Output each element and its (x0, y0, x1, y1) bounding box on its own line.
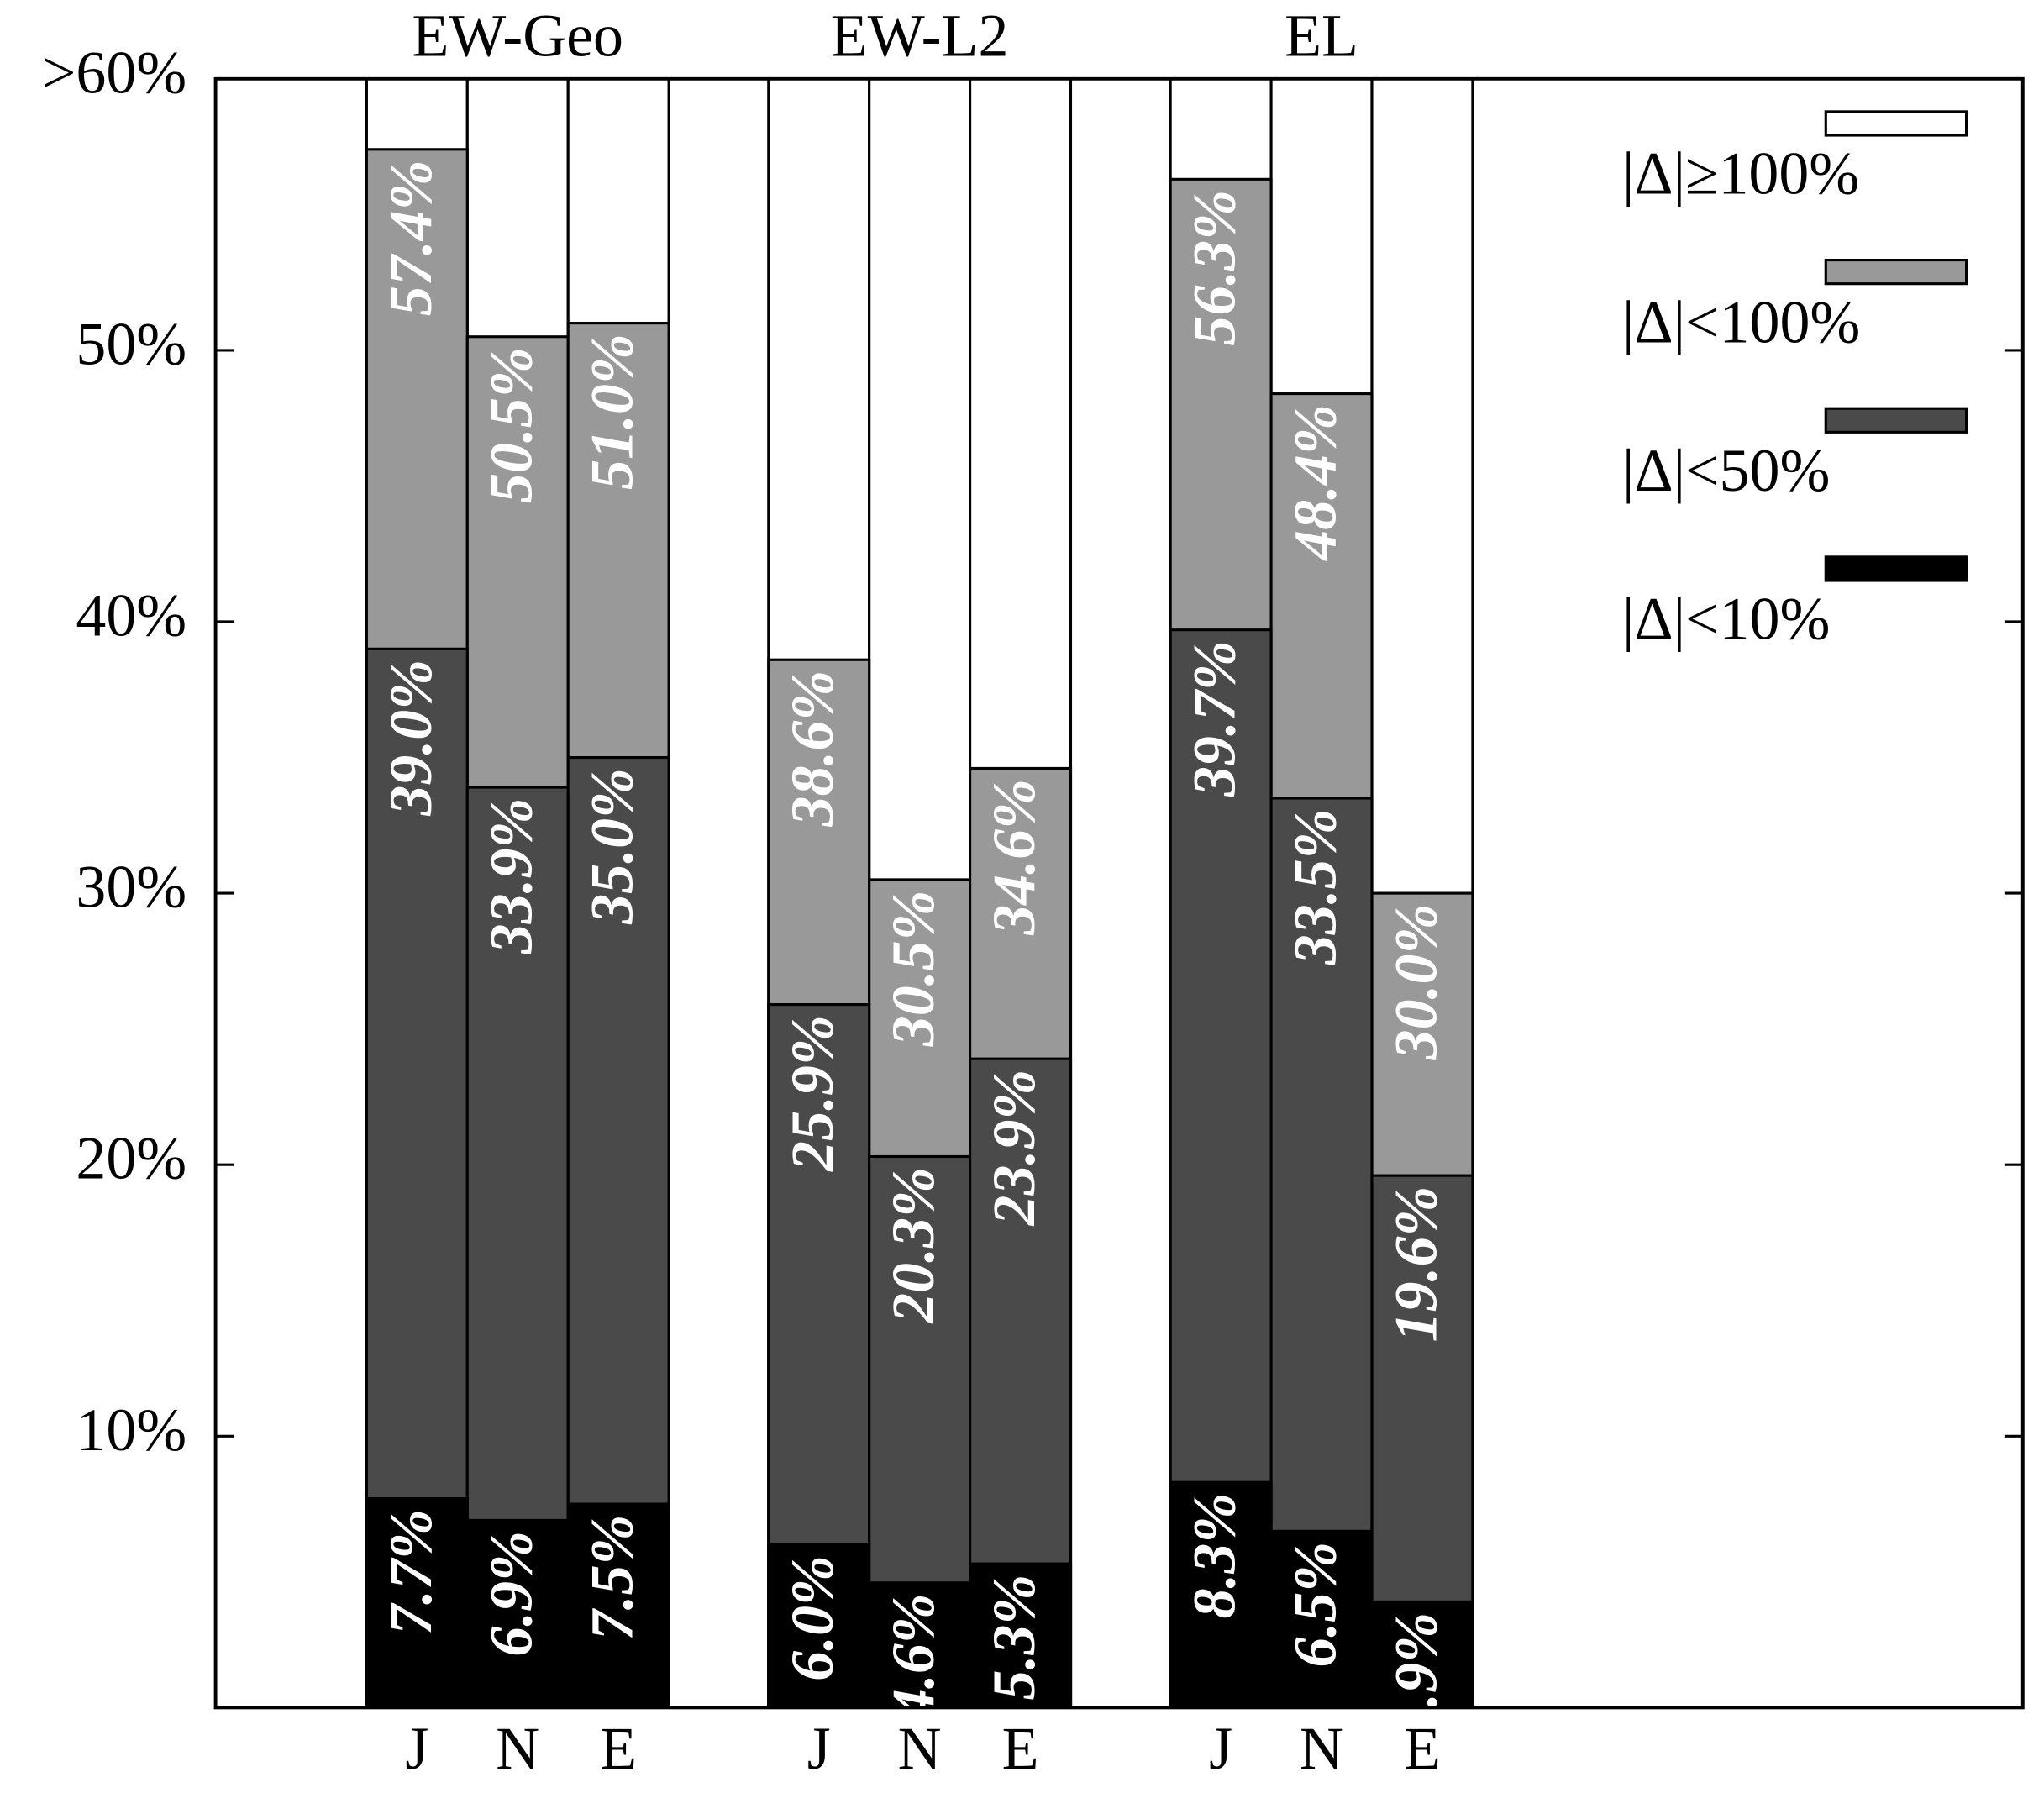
x-tick-label: J (1209, 1715, 1232, 1782)
value-label: 35.0% (579, 768, 646, 925)
bar (465, 1518, 570, 1709)
group-label: EL (1285, 3, 1358, 70)
x-tick-label: N (496, 1715, 539, 1782)
x-tick-label: E (600, 1715, 637, 1782)
bar (1370, 1600, 1474, 1709)
value-label: 20.3% (880, 1167, 947, 1324)
value-label: 4.6% (880, 1593, 947, 1721)
x-tick-label: E (1002, 1715, 1039, 1782)
bar (365, 1497, 469, 1709)
value-label: 30.5% (880, 890, 947, 1047)
value-label: 8.3% (1181, 1493, 1248, 1619)
value-label: 19.6% (1382, 1186, 1449, 1343)
legend-label: |Δ|<100% (1622, 288, 1860, 355)
x-tick-label: J (807, 1715, 831, 1782)
legend-swatch (1824, 555, 1968, 582)
y-tick-label: 20% (76, 1125, 187, 1192)
legend-swatch (1824, 407, 1968, 434)
y-tick-label: 30% (76, 854, 187, 921)
y-tick-label: 10% (76, 1396, 187, 1464)
value-label: 25.9% (779, 1015, 846, 1172)
value-label: 30.0% (1382, 904, 1449, 1061)
value-label: 5.3% (980, 1575, 1048, 1701)
bar (969, 1562, 1073, 1709)
value-label: 56.3% (1181, 190, 1248, 346)
x-tick-label: E (1404, 1715, 1441, 1782)
x-tick-label: N (1300, 1715, 1343, 1782)
value-label: 51.0% (579, 334, 646, 490)
value-label: 39.7% (1181, 640, 1248, 797)
legend-swatch (1824, 258, 1968, 286)
value-label: 48.4% (1282, 404, 1349, 562)
legend-label: |Δ|<10% (1622, 586, 1830, 653)
legend-label: |Δ|≥100% (1622, 140, 1859, 208)
legend-swatch (1824, 110, 1968, 137)
value-label: 6.5% (1282, 1542, 1349, 1668)
value-label: 6.9% (478, 1531, 545, 1657)
group-label: EW-L2 (831, 3, 1009, 70)
bar (566, 1502, 670, 1709)
value-label: 23.9% (980, 1070, 1048, 1227)
y-tick-label: 50% (76, 310, 187, 377)
x-tick-label: N (898, 1715, 942, 1782)
value-label: 6.0% (779, 1555, 846, 1681)
y-tick-label: 40% (76, 581, 187, 649)
value-label: 38.6% (779, 670, 846, 828)
bar (767, 1543, 871, 1709)
value-label: 50.5% (478, 347, 545, 503)
value-label: 33.9% (478, 798, 545, 955)
y-tick-label: >60% (42, 39, 187, 106)
value-label: 57.4% (377, 160, 444, 316)
value-label: 7.5% (579, 1515, 646, 1641)
value-label: 34.6% (980, 779, 1048, 936)
x-tick-label: J (405, 1715, 428, 1782)
value-label: 39.0% (377, 660, 444, 817)
value-label: 33.5% (1282, 809, 1349, 966)
value-label: 7.7% (377, 1509, 444, 1635)
group-label: EW-Geo (412, 3, 623, 70)
value-label: 3.9% (1382, 1612, 1449, 1739)
legend-label: |Δ|<50% (1622, 437, 1830, 504)
